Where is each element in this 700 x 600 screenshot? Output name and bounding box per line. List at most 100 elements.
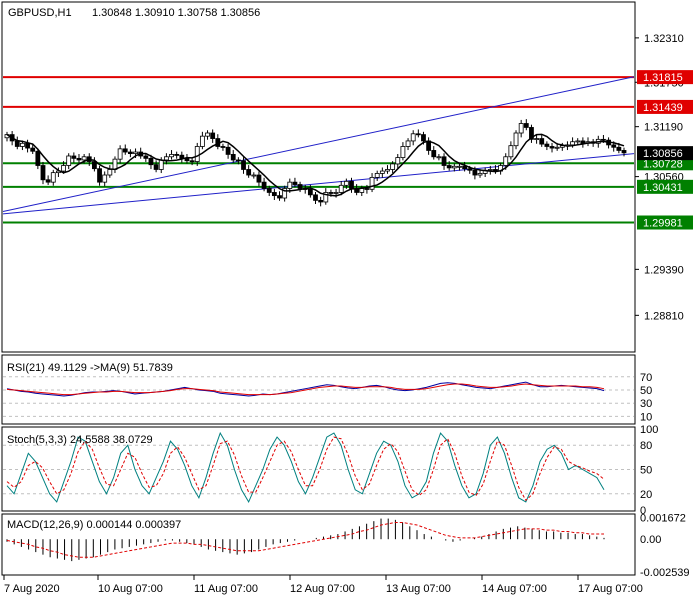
level-price-label: 1.29981 — [643, 218, 683, 230]
candle-body — [436, 156, 442, 159]
price-tick-label: 1.29390 — [644, 264, 684, 276]
candle-body — [205, 132, 210, 137]
candle-body — [127, 151, 133, 155]
candle-body — [282, 188, 288, 199]
candle-body — [133, 151, 138, 155]
price-panel — [2, 76, 635, 224]
candle-body — [580, 140, 586, 144]
candle-body — [318, 199, 324, 203]
candle-body — [81, 156, 87, 161]
macd-header: MACD(12,26,9) 0.000144 0.000397 — [7, 519, 181, 531]
candle-body — [107, 169, 113, 176]
candle-body — [313, 194, 318, 201]
indicator-tick-label: 100 — [640, 424, 658, 436]
candle-body — [297, 184, 303, 189]
candle-body — [523, 123, 529, 128]
candle-body — [575, 140, 581, 143]
indicator-tick-label: 10 — [640, 411, 652, 423]
level-price-box — [637, 99, 693, 114]
candle-body — [529, 127, 534, 140]
candle-body — [621, 150, 627, 154]
candle-body — [307, 188, 313, 196]
candle-body — [343, 180, 349, 186]
candle-body — [333, 192, 339, 194]
macd-panel — [6, 518, 605, 562]
candle-body — [246, 169, 252, 176]
macd-tick-label: 0.001672 — [640, 513, 686, 525]
candle-body — [117, 148, 123, 160]
indicator-tick-label: 50 — [640, 465, 652, 477]
candle-body — [477, 173, 483, 176]
candle-body — [379, 170, 385, 174]
candle-body — [97, 168, 102, 183]
level-price-label: 1.30431 — [643, 182, 683, 194]
indicator-tick-label: 0 — [640, 505, 646, 517]
candle-body — [241, 160, 246, 170]
candle-body — [451, 165, 457, 169]
candle-body — [163, 156, 169, 161]
price-tick-label: 1.31190 — [644, 122, 683, 134]
candle-body — [122, 148, 128, 153]
level-price-label: 1.31439 — [643, 102, 683, 114]
time-tick-label: 10 Aug 07:00 — [98, 583, 163, 595]
candle-body — [220, 146, 226, 148]
candle-body — [30, 147, 36, 152]
indicator-tick-label: 50 — [640, 385, 652, 397]
level-price-box — [637, 179, 693, 194]
candle-body — [503, 156, 509, 166]
candle-body — [112, 158, 118, 170]
candle-body — [364, 188, 370, 190]
candle-body — [256, 174, 262, 183]
candle-body — [235, 159, 241, 162]
candle-body — [66, 155, 72, 166]
candle-body — [549, 146, 555, 149]
candle-body — [266, 188, 272, 193]
candle-body — [415, 133, 421, 136]
price-tick-label: 1.32310 — [644, 33, 684, 45]
candle-body — [189, 160, 195, 163]
indicator-series-1 — [6, 436, 605, 502]
indicator-series-0 — [6, 431, 605, 503]
candle-body — [405, 140, 411, 147]
candle-body — [292, 181, 298, 185]
candle-body — [158, 159, 164, 170]
candle-body — [323, 192, 329, 203]
symbol-label: GBPUSD,H1 — [8, 7, 72, 19]
candle-body — [50, 172, 56, 183]
candle-body — [467, 168, 473, 171]
time-tick-label: 12 Aug 07:00 — [290, 583, 355, 595]
rsi-panel — [3, 376, 634, 417]
candle-body — [210, 132, 216, 139]
time-tick-label: 17 Aug 07:00 — [578, 583, 643, 595]
candle-body — [395, 157, 401, 165]
candle-body — [369, 176, 375, 190]
candle-body — [611, 144, 617, 148]
candle-body — [148, 157, 154, 166]
macd-tick-label: 0.00 — [640, 534, 661, 546]
candle-body — [446, 165, 452, 169]
candle-body — [45, 179, 51, 183]
candle-body — [174, 154, 180, 156]
indicator-tick-label: 20 — [640, 489, 652, 501]
candle-body — [400, 146, 406, 158]
candle-body — [14, 140, 20, 147]
indicator-tick-label: 80 — [640, 440, 652, 452]
candle-body — [601, 138, 606, 141]
candle-body — [102, 174, 108, 183]
macd-panel-frame — [1, 513, 636, 576]
candle-body — [349, 180, 354, 189]
candle-body — [199, 135, 205, 147]
current-price-box — [637, 146, 693, 161]
candle-body — [457, 165, 462, 168]
candle-body — [544, 143, 550, 147]
candle-body — [518, 123, 524, 134]
moving-average-line — [6, 133, 625, 197]
candle-body — [61, 165, 66, 172]
candle-body — [534, 138, 539, 140]
rsi-panel-frame — [1, 354, 636, 425]
level-price-box — [637, 215, 693, 230]
candle-body — [441, 156, 447, 166]
candle-body — [410, 133, 416, 142]
candle-body — [194, 146, 200, 162]
